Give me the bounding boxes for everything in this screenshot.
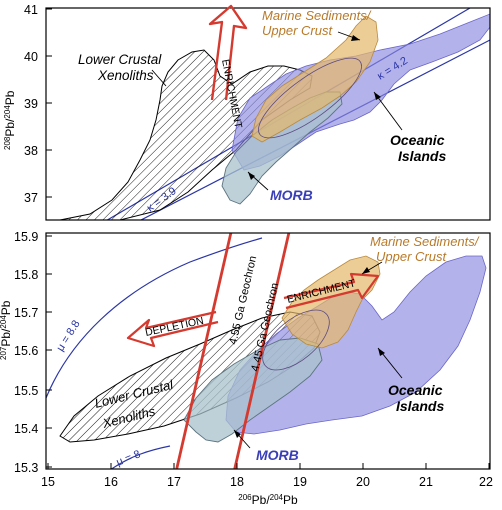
- bottom-marine-label-2: Upper Crust: [376, 249, 447, 264]
- top-marine-label-2: Upper Crust: [262, 23, 333, 38]
- top-y-tick-39: 39: [24, 97, 38, 111]
- bottom-inner-ellipse: [262, 309, 330, 371]
- top-oceanic-label-1: Oceanic: [390, 132, 445, 148]
- top-enrichment-arrow: [208, 4, 248, 101]
- bottom-marine-leader-head: [362, 267, 370, 274]
- geochron-4.45-line: [233, 233, 291, 469]
- top-y-axis: 41 40 39 38 37: [24, 3, 52, 205]
- bottom-oceanic-label-2: Islands: [396, 398, 444, 414]
- top-y-tick-37: 37: [24, 191, 38, 205]
- marine-sediments-field: [251, 15, 379, 143]
- bottom-morb-leader-head: [234, 430, 241, 438]
- top-y-tick-40: 40: [24, 50, 38, 64]
- bottom-y-tick-15.4: 15.4: [14, 422, 38, 436]
- bottom-morb-label: MORB: [256, 447, 299, 463]
- x-tick-17: 17: [167, 475, 181, 489]
- top-lower-crustal-label-1: Lower Crustal: [78, 52, 162, 67]
- bottom-plot-frame: [45, 232, 491, 470]
- bottom-marine-label-1: Marine Sediments/: [370, 234, 480, 249]
- top-y-tick-38: 38: [24, 144, 38, 158]
- top-y-tick-41: 41: [24, 3, 38, 17]
- top-lower-crustal-label-2: Xenoliths: [97, 68, 154, 83]
- bottom-y-axis-label: 207Pb/204Pb: [0, 300, 13, 360]
- top-y-axis-label: 208Pb/204Pb: [3, 90, 17, 150]
- x-axis-label: 206Pb/204Pb: [238, 493, 298, 507]
- top-morb-label: MORB: [270, 187, 313, 203]
- bottom-marine-sediments-field: [281, 255, 381, 349]
- bottom-y-tick-15.5: 15.5: [14, 384, 38, 398]
- bottom-y-tick-15.3: 15.3: [14, 461, 38, 475]
- bottom-panel: 4.55 Ga Geochron 4.45 Ga Geochron DEPLET…: [0, 230, 493, 507]
- x-tick-20: 20: [356, 475, 370, 489]
- top-oceanic-leader-head: [374, 92, 381, 100]
- top-panel: ENRICHMENT Lower Crustal Xenoliths Marin…: [3, 3, 491, 221]
- bottom-y-tick-15.7: 15.7: [14, 306, 38, 320]
- bottom-y-tick-15.6: 15.6: [14, 344, 38, 358]
- mu-8-curve: [110, 445, 171, 469]
- lower-crustal-field: [59, 49, 313, 220]
- bottom-oceanic-leader-head: [378, 348, 385, 356]
- top-inner-ellipse: [258, 57, 362, 139]
- top-marine-leader-head: [351, 35, 360, 41]
- mu-8-label: μ = 8: [115, 448, 143, 468]
- x-tick-21: 21: [419, 475, 433, 489]
- bottom-y-tick-15.8: 15.8: [14, 268, 38, 282]
- bottom-y-tick-15.9: 15.9: [14, 230, 38, 244]
- top-plot-frame: [45, 7, 491, 221]
- top-oceanic-label-2: Islands: [398, 148, 446, 164]
- top-morb-leader-head: [248, 172, 255, 180]
- bottom-enrichment-arrow: [283, 272, 380, 310]
- bottom-x-axis: 15 16 17 18 19 20 21 22: [41, 463, 493, 489]
- mu-8.8-label: μ = 8.8: [54, 318, 82, 353]
- x-tick-18: 18: [230, 475, 244, 489]
- depletion-arrow: [126, 310, 219, 348]
- geochron-4.55-line: [175, 233, 233, 469]
- x-tick-15: 15: [41, 475, 55, 489]
- mu-8.8-curve: [46, 237, 263, 399]
- x-tick-22: 22: [479, 475, 493, 489]
- x-tick-19: 19: [293, 475, 307, 489]
- top-lower-crustal-leader: [151, 69, 167, 87]
- x-tick-16: 16: [104, 475, 118, 489]
- depletion-label: DEPLETION: [144, 315, 205, 339]
- bottom-y-axis: 15.9 15.8 15.7 15.6 15.5 15.4 15.3: [14, 230, 52, 475]
- bottom-oceanic-label-1: Oceanic: [388, 382, 443, 398]
- top-marine-label-1: Marine Sediments/: [262, 8, 372, 23]
